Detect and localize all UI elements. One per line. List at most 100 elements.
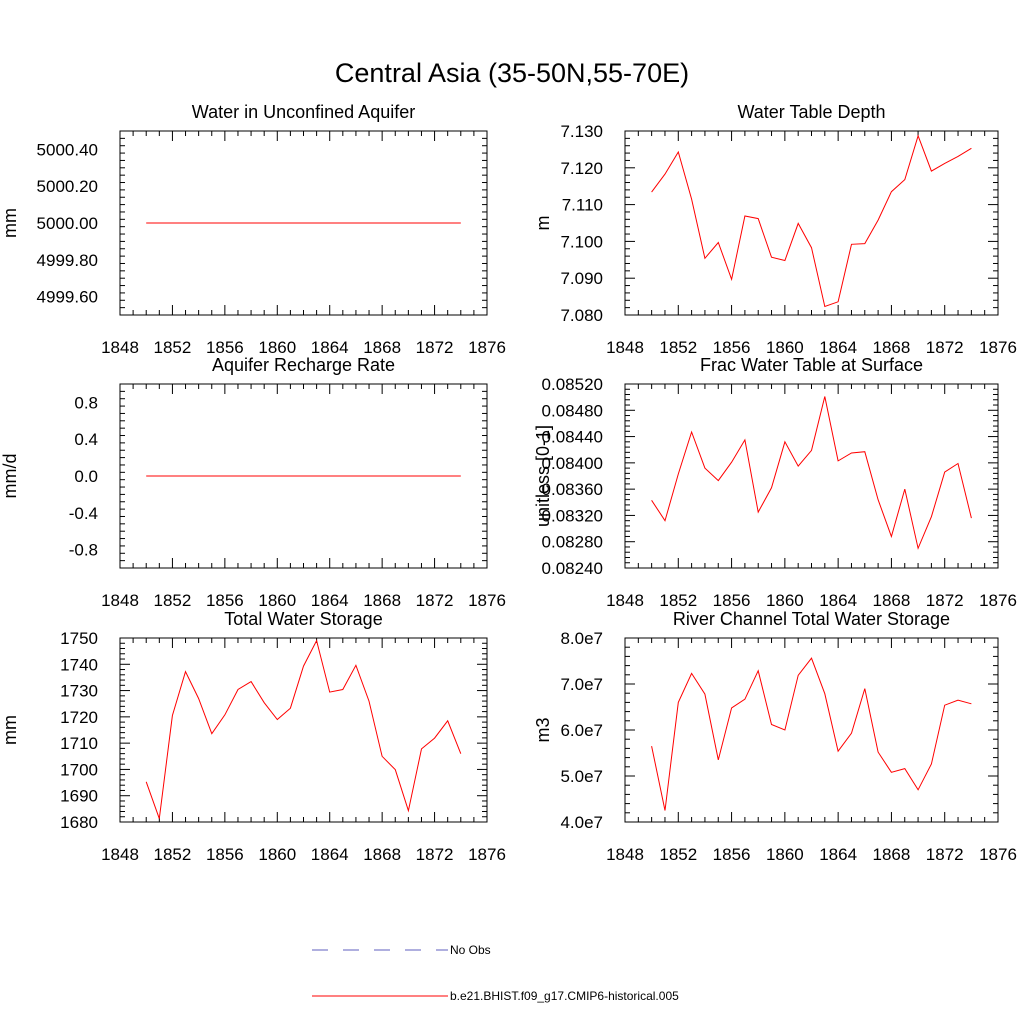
x-tick-label: 1856 <box>206 338 244 357</box>
y-tick-label: 0.4 <box>74 430 98 449</box>
x-tick-label: 1872 <box>926 338 964 357</box>
y-axis-label: mm <box>0 715 20 745</box>
x-tick-label: 1852 <box>154 845 192 864</box>
y-tick-label: 4999.60 <box>37 288 98 307</box>
y-tick-label: 0.08320 <box>542 506 603 525</box>
y-tick-label: 1700 <box>60 760 98 779</box>
y-tick-label: 0.08360 <box>542 480 603 499</box>
x-tick-label: 1864 <box>819 591 857 610</box>
chart-panel-3: Aquifer Recharge Rate 1848 1852 1856 1860 186… <box>0 355 506 610</box>
y-tick-label: 1690 <box>60 787 98 806</box>
y-tick-label: 7.130 <box>560 122 603 141</box>
x-tick-label: 1864 <box>311 591 349 610</box>
series-line <box>651 134 972 308</box>
panel-title: Water Table Depth <box>737 102 885 122</box>
chart-panel-1: Water in Unconfined Aquifer 1848 1852 1856 1… <box>0 102 506 357</box>
panels: Water in Unconfined Aquifer 1848 1852 1856 1… <box>0 102 1017 864</box>
y-tick-label: -0.8 <box>69 541 98 560</box>
plot-frame <box>624 130 999 316</box>
x-tick-label: 1852 <box>154 338 192 357</box>
x-tick-label: 1860 <box>766 338 804 357</box>
x-tick-label: 1872 <box>926 845 964 864</box>
legend: No Obs b.e21.BHIST.f09_g17.CMIP6-histori… <box>312 943 679 1003</box>
x-tick-label: 1860 <box>258 338 296 357</box>
panel-title: Frac Water Table at Surface <box>700 355 923 375</box>
x-tick-label: 1868 <box>363 845 401 864</box>
x-tick-label: 1856 <box>713 845 751 864</box>
y-tick-label: 0.08520 <box>542 375 603 394</box>
x-tick-label: 1860 <box>766 591 804 610</box>
x-tick-label: 1876 <box>979 338 1017 357</box>
x-tick-label: 1868 <box>363 338 401 357</box>
chart-panel-5: Total Water Storage 1848 1852 1856 1860 1864 1… <box>0 609 506 864</box>
plot-frame <box>624 383 999 569</box>
x-tick-label: 1864 <box>311 338 349 357</box>
y-tick-label: 5000.00 <box>37 214 98 233</box>
chart-panel-2: Water Table Depth 1848 1852 1856 1860 1864 186… <box>533 102 1017 357</box>
y-tick-label: 0.08480 <box>542 401 603 420</box>
y-tick-label: 0.08400 <box>542 454 603 473</box>
y-tick-label: 7.090 <box>560 269 603 288</box>
panel-title: Total Water Storage <box>224 609 382 629</box>
y-tick-label: 0.8 <box>74 393 98 412</box>
panel-title: River Channel Total Water Storage <box>673 609 950 629</box>
x-tick-label: 1872 <box>416 591 454 610</box>
figure-title: Central Asia (35-50N,55-70E) <box>335 58 689 88</box>
x-tick-label: 1868 <box>873 338 911 357</box>
plot-frame <box>624 637 999 823</box>
y-axis-label: m3 <box>533 717 553 742</box>
chart-panel-4: Frac Water Table at Surface 1848 1852 1856 1… <box>533 355 1017 610</box>
x-tick-label: 1856 <box>206 591 244 610</box>
y-tick-label: 0.08440 <box>542 428 603 447</box>
y-tick-label: 1730 <box>60 682 98 701</box>
x-tick-label: 1876 <box>979 845 1017 864</box>
y-tick-label: 7.120 <box>560 159 603 178</box>
legend-model-label: b.e21.BHIST.f09_g17.CMIP6-historical.005 <box>450 989 679 1003</box>
x-tick-label: 1860 <box>258 845 296 864</box>
x-tick-label: 1852 <box>659 338 697 357</box>
x-tick-label: 1864 <box>819 845 857 864</box>
y-tick-label: 0.0 <box>74 467 98 486</box>
x-tick-label: 1856 <box>713 338 751 357</box>
panel-title: Aquifer Recharge Rate <box>212 355 395 375</box>
series-line <box>651 657 972 811</box>
y-tick-label: 1680 <box>60 813 98 832</box>
x-tick-label: 1868 <box>873 591 911 610</box>
y-axis-label: unitless [0-1] <box>533 425 553 527</box>
y-axis-label: mm/d <box>0 454 20 499</box>
x-tick-label: 1872 <box>416 338 454 357</box>
y-tick-label: 0.08280 <box>542 533 603 552</box>
y-tick-label: -0.4 <box>69 504 98 523</box>
x-tick-label: 1852 <box>659 845 697 864</box>
y-tick-label: 1750 <box>60 629 98 648</box>
x-tick-label: 1872 <box>416 845 454 864</box>
x-tick-label: 1848 <box>101 338 139 357</box>
x-tick-label: 1864 <box>819 338 857 357</box>
x-tick-label: 1876 <box>979 591 1017 610</box>
x-tick-label: 1876 <box>468 591 506 610</box>
x-tick-label: 1848 <box>606 591 644 610</box>
y-tick-label: 1720 <box>60 708 98 727</box>
panel-title: Water in Unconfined Aquifer <box>192 102 415 122</box>
y-tick-label: 5.0e7 <box>560 767 603 786</box>
x-tick-label: 1848 <box>101 591 139 610</box>
x-tick-label: 1872 <box>926 591 964 610</box>
x-tick-label: 1860 <box>766 845 804 864</box>
x-tick-label: 1864 <box>311 845 349 864</box>
y-tick-label: 4.0e7 <box>560 813 603 832</box>
x-tick-label: 1856 <box>206 845 244 864</box>
x-tick-label: 1856 <box>713 591 751 610</box>
x-tick-label: 1876 <box>468 338 506 357</box>
x-tick-label: 1876 <box>468 845 506 864</box>
y-axis-label: m <box>533 216 553 231</box>
y-tick-label: 7.080 <box>560 306 603 325</box>
y-tick-label: 8.0e7 <box>560 629 603 648</box>
x-tick-label: 1852 <box>154 591 192 610</box>
x-tick-label: 1868 <box>363 591 401 610</box>
y-axis-label: mm <box>0 208 20 238</box>
series-line <box>145 639 462 819</box>
x-tick-label: 1852 <box>659 591 697 610</box>
x-tick-label: 1848 <box>101 845 139 864</box>
y-tick-label: 7.100 <box>560 232 603 251</box>
